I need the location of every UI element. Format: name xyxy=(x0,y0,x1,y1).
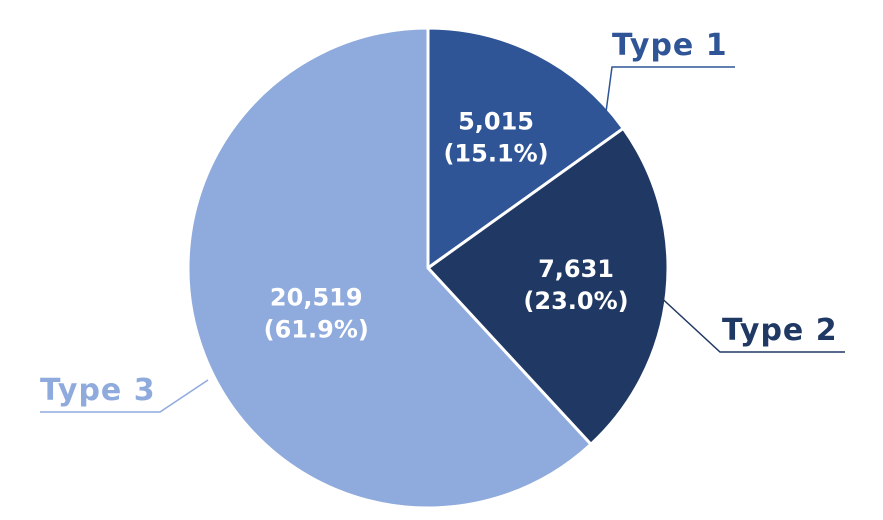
slice-percent-label-1: (15.1%) xyxy=(443,140,548,168)
pie-slices xyxy=(186,26,670,510)
slice-value-label-1: 5,015 xyxy=(458,108,534,136)
category-label-2: Type 2 xyxy=(722,313,838,348)
slice-percent-label-3: (61.9%) xyxy=(264,316,369,344)
slice-value-label-3: 20,519 xyxy=(270,284,363,312)
pie-slice-3 xyxy=(186,26,593,510)
slice-labels: 5,015 (15.1%) 7,631 (23.0%) 20,519 (61.9%) xyxy=(264,108,629,344)
callout-line-1 xyxy=(605,66,735,113)
slice-percent-label-2: (23.0%) xyxy=(523,287,628,315)
slice-value-label-2: 7,631 xyxy=(538,255,614,283)
pie-slice-2 xyxy=(426,126,670,446)
callouts: Type 1 Type 2 Type 3 xyxy=(40,28,845,413)
category-label-1: Type 1 xyxy=(612,28,728,63)
callout-line-2 xyxy=(654,291,845,353)
category-label-3: Type 3 xyxy=(40,373,156,408)
callout-line-3 xyxy=(40,379,209,413)
pie-slice-1 xyxy=(426,26,625,270)
